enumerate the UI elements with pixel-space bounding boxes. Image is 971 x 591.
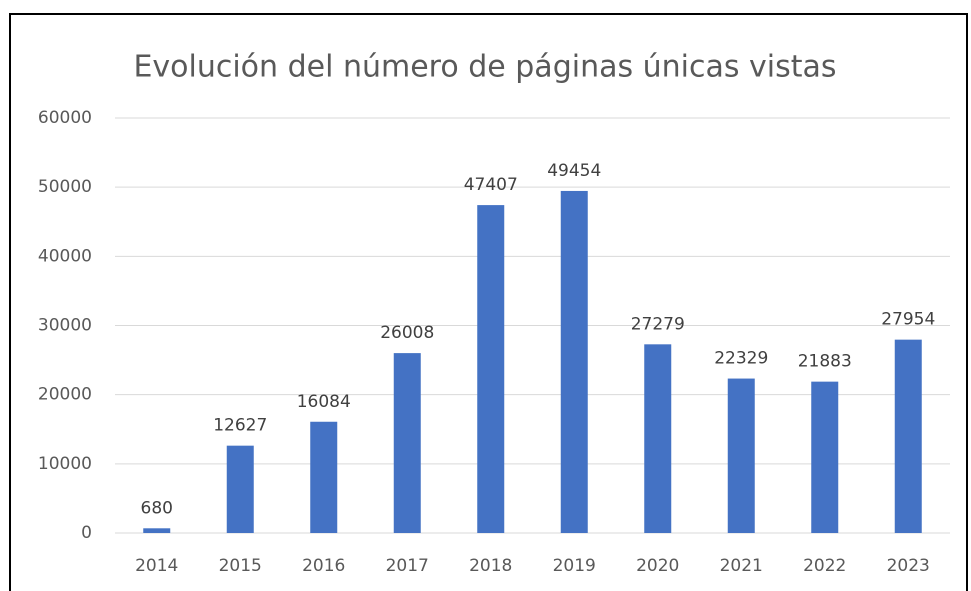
data-label: 27279	[631, 314, 685, 334]
bar	[226, 445, 254, 533]
data-label: 21883	[798, 352, 852, 372]
data-label: 49454	[547, 161, 601, 181]
x-tick-label: 2016	[302, 556, 345, 576]
x-tick-label: 2014	[135, 556, 178, 576]
x-tick-label: 2021	[720, 556, 763, 576]
x-tick-label: 2017	[386, 556, 429, 576]
data-label: 47407	[464, 175, 518, 195]
bar	[644, 344, 672, 533]
y-tick-label: 40000	[38, 246, 92, 266]
x-tick-label: 2020	[636, 556, 679, 576]
x-tick-label: 2019	[553, 556, 596, 576]
data-label: 26008	[380, 323, 434, 343]
bar	[310, 421, 338, 533]
bar	[811, 381, 839, 533]
data-label: 680	[141, 498, 173, 518]
y-tick-label: 10000	[38, 454, 92, 474]
y-tick-label: 50000	[38, 177, 92, 197]
data-label: 16084	[297, 392, 351, 412]
bar	[143, 528, 171, 533]
data-label: 12627	[213, 416, 267, 436]
bar	[894, 339, 922, 533]
bar	[560, 190, 588, 533]
x-tick-label: 2018	[469, 556, 512, 576]
x-tick-label: 2023	[887, 556, 930, 576]
chart-title: Evolución del número de páginas únicas v…	[133, 50, 836, 85]
x-tick-label: 2022	[803, 556, 846, 576]
x-tick-label: 2015	[219, 556, 262, 576]
bar	[477, 205, 505, 534]
bar	[393, 353, 421, 533]
data-label: 27954	[881, 310, 935, 330]
bar	[727, 378, 755, 533]
y-tick-label: 30000	[38, 316, 92, 336]
y-tick-label: 20000	[38, 385, 92, 405]
y-tick-label: 60000	[38, 108, 92, 128]
y-tick-label: 0	[81, 523, 92, 543]
data-label: 22329	[714, 349, 768, 369]
